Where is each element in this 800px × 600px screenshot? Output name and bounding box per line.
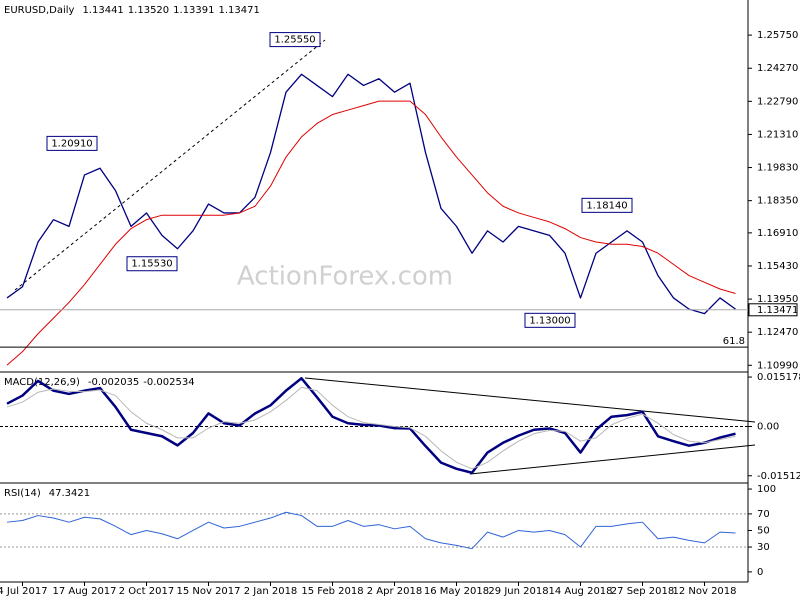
annotation-label: 1.18140 — [586, 200, 627, 211]
readout-value: 1.13471 — [219, 5, 260, 16]
x-tick-label: 4 Jul 2017 — [0, 586, 48, 597]
readout-value: 1.13441 — [82, 5, 123, 16]
panel-title-text: EURUSD,Daily — [4, 5, 75, 16]
x-tick-label: 12 Nov 2018 — [672, 586, 736, 597]
annotation-box — [269, 32, 321, 48]
series-line — [6, 73, 736, 315]
x-tick-label: 27 Sep 2018 — [611, 586, 674, 597]
x-tick-label: 2 Jan 2018 — [244, 586, 298, 597]
y-tick-label: 50 — [757, 525, 770, 536]
y-tick-label: 30 — [757, 542, 770, 553]
watermark: ActionForex.com — [237, 262, 453, 292]
x-tick-label: 2 Oct 2017 — [119, 586, 174, 597]
annotation-box — [46, 135, 98, 151]
annotation-box — [581, 197, 633, 213]
y-tick-label: 1.19830 — [757, 163, 798, 174]
readout-value: -0.002534 — [143, 377, 194, 388]
y-tick-label: 100 — [757, 484, 776, 495]
y-tick-label: 1.15430 — [757, 261, 798, 272]
y-tick-label: 1.22790 — [757, 96, 798, 107]
readout-value: 1.13520 — [128, 5, 169, 16]
series-line — [6, 511, 736, 550]
y-tick-label: 0 — [757, 567, 763, 578]
annotation-box — [524, 312, 576, 328]
trend-line — [14, 39, 326, 291]
last-price-label: 1.13471 — [757, 305, 798, 316]
annotation-box — [126, 256, 178, 272]
series-line — [6, 386, 736, 470]
trend-line — [304, 377, 756, 423]
panel-title: EURUSD,Daily 1.13441 1.13520 1.13391 1.13471 — [4, 5, 260, 16]
readout-value: 47.3421 — [49, 488, 90, 499]
y-tick-label: 1.25750 — [757, 30, 798, 41]
x-tick-label: 2 Apr 2018 — [367, 586, 422, 597]
readout-value: -0.002035 — [88, 377, 139, 388]
last-price-box — [748, 303, 798, 317]
y-tick-label: 0.00 — [757, 421, 779, 432]
x-tick-label: 17 Aug 2017 — [52, 586, 116, 597]
series-line — [6, 377, 736, 474]
x-tick-label: 16 May 2018 — [424, 586, 489, 597]
y-tick-label: 1.13950 — [757, 294, 798, 305]
y-tick-label: 1.18350 — [757, 196, 798, 207]
annotation-label: 1.13000 — [529, 315, 570, 326]
y-tick-label: 0.015178 — [757, 372, 800, 383]
annotation-label: 1.15530 — [131, 259, 172, 270]
y-tick-label: 1.21310 — [757, 129, 798, 140]
y-tick-label: 1.10990 — [757, 360, 798, 371]
y-tick-label: 1.24270 — [757, 63, 798, 74]
y-tick-label: 70 — [757, 509, 770, 520]
panel-title-text: RSI(14) — [4, 488, 41, 499]
fib-label: 61.8 — [723, 336, 745, 347]
annotations: 1.25550 1.20910 1.15530 1.13000 1.18140 — [46, 32, 633, 328]
x-tick-label: 15 Feb 2018 — [301, 586, 363, 597]
annotation-label: 1.25550 — [274, 35, 315, 46]
y-tick-label: -0.015126 — [757, 471, 800, 482]
y-tick-label: 1.12470 — [757, 327, 798, 338]
x-tick-label: 29 Jun 2018 — [488, 586, 548, 597]
x-tick-label: 14 Aug 2018 — [548, 586, 612, 597]
series-line — [6, 100, 736, 366]
readout-value: 1.13391 — [173, 5, 214, 16]
panel-title: RSI(14) 47.3421 — [4, 488, 90, 499]
x-tick-label: 15 Nov 2017 — [176, 586, 240, 597]
trend-line — [469, 444, 756, 475]
annotation-label: 1.20910 — [51, 138, 92, 149]
y-tick-label: 1.16910 — [757, 228, 798, 239]
